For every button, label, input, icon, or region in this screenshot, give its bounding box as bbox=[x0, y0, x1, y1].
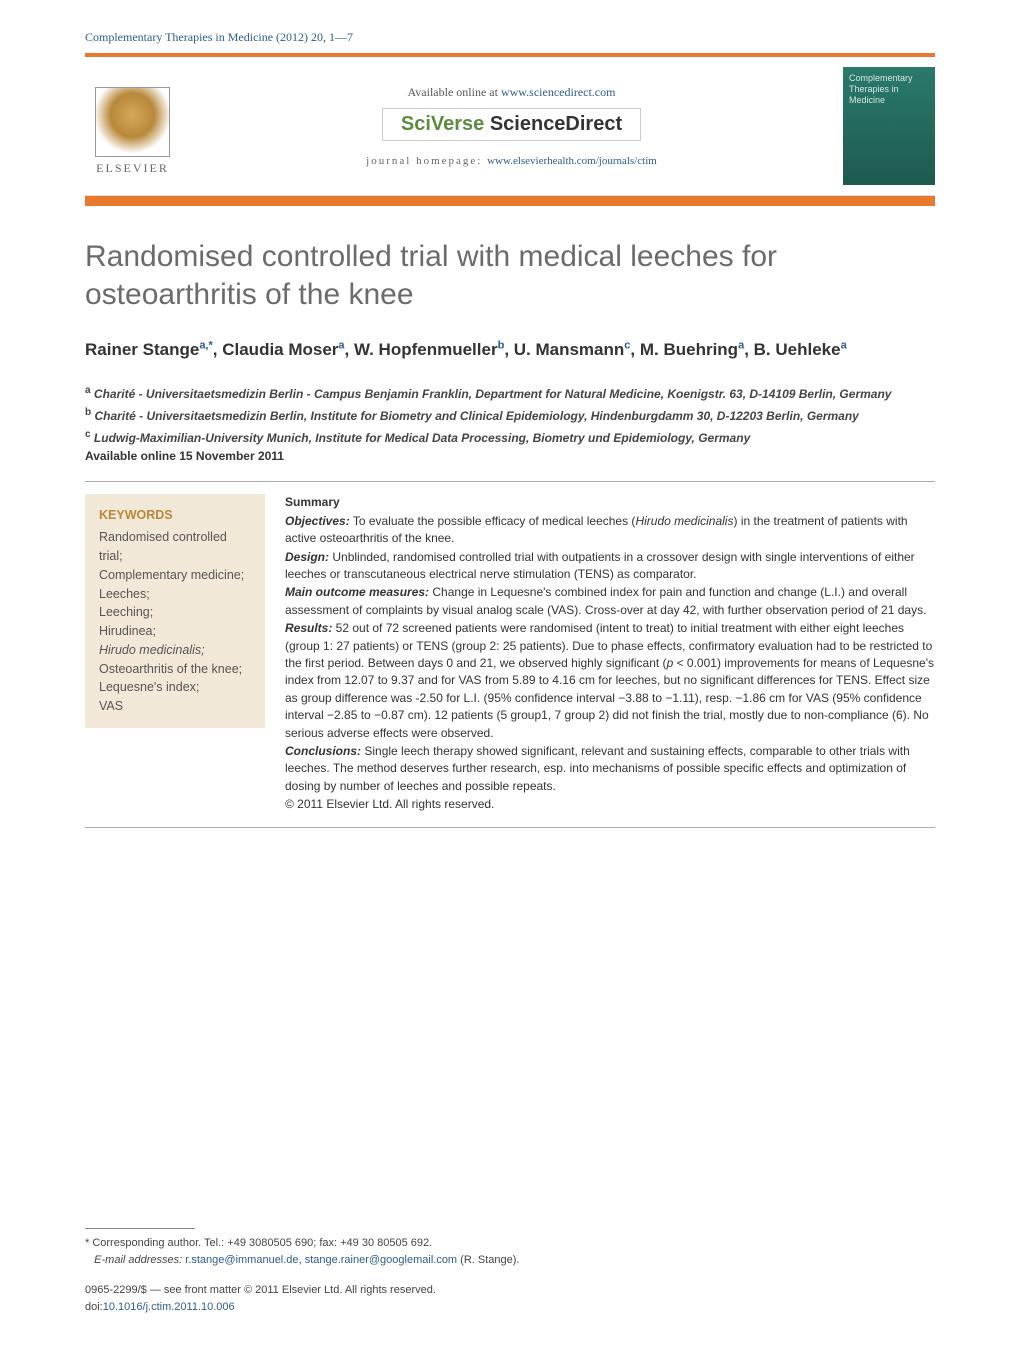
abstract-copyright: © 2011 Elsevier Ltd. All rights reserved… bbox=[285, 796, 935, 813]
keywords-abstract-row: KEYWORDS Randomised controlled trial;Com… bbox=[85, 481, 935, 828]
available-online-text: Available online at bbox=[408, 85, 501, 99]
footer-notes: * Corresponding author. Tel.: +49 308050… bbox=[85, 1228, 935, 1315]
sciencedirect-link[interactable]: www.sciencedirect.com bbox=[501, 85, 616, 99]
abstract-box: Summary Objectives: To evaluate the poss… bbox=[285, 494, 935, 815]
affiliation-b: b Charité - Universitaetsmedizin Berlin,… bbox=[85, 405, 935, 425]
elsevier-logo: ELSEVIER bbox=[85, 76, 180, 176]
publisher-header: ELSEVIER Available online at www.science… bbox=[85, 57, 935, 196]
doi-line: doi:10.1016/j.ctim.2011.10.006 bbox=[85, 1299, 935, 1316]
abstract-conclusions: Conclusions: Single leech therapy showed… bbox=[285, 743, 935, 795]
sciverse-text: SciVerse ScienceDirect bbox=[401, 113, 622, 135]
email-link-2[interactable]: stange.rainer@googlemail.com bbox=[305, 1254, 457, 1266]
summary-heading: Summary bbox=[285, 494, 935, 511]
abstract-outcomes: Main outcome measures: Change in Lequesn… bbox=[285, 584, 935, 619]
keywords-list: Randomised controlled trial;Complementar… bbox=[99, 528, 251, 716]
footer-divider bbox=[85, 1228, 195, 1229]
affiliation-c: c Ludwig-Maximilian-University Munich, I… bbox=[85, 427, 935, 447]
elsevier-label: ELSEVIER bbox=[96, 161, 169, 176]
email-line: E-mail addresses: r.stange@immanuel.de, … bbox=[85, 1252, 935, 1269]
available-online-line: Available online at www.sciencedirect.co… bbox=[180, 85, 843, 100]
issn-line: 0965-2299/$ — see front matter © 2011 El… bbox=[85, 1282, 935, 1299]
affiliation-a: a Charité - Universitaetsmedizin Berlin … bbox=[85, 383, 935, 403]
header-center: Available online at www.sciencedirect.co… bbox=[180, 85, 843, 167]
journal-reference: Complementary Therapies in Medicine (201… bbox=[85, 30, 935, 45]
keywords-box: KEYWORDS Randomised controlled trial;Com… bbox=[85, 494, 265, 728]
available-online-date: Available online 15 November 2011 bbox=[85, 449, 935, 463]
journal-homepage-link[interactable]: www.elsevierhealth.com/journals/ctim bbox=[487, 155, 657, 167]
homepage-label: journal homepage: bbox=[366, 155, 487, 167]
article-title: Randomised controlled trial with medical… bbox=[85, 238, 935, 313]
bottom-orange-rule bbox=[85, 196, 935, 206]
keywords-heading: KEYWORDS bbox=[99, 506, 251, 525]
email-link-1[interactable]: r.stange@immanuel.de bbox=[185, 1254, 298, 1266]
abstract-design: Design: Unblinded, randomised controlled… bbox=[285, 549, 935, 584]
elsevier-tree-icon bbox=[95, 87, 170, 157]
abstract-objectives: Objectives: To evaluate the possible eff… bbox=[285, 513, 935, 548]
author-list: Rainer Stangea,*, Claudia Mosera, W. Hop… bbox=[85, 337, 935, 363]
corresponding-author: * Corresponding author. Tel.: +49 308050… bbox=[85, 1235, 935, 1252]
journal-homepage-line: journal homepage: www.elsevierhealth.com… bbox=[180, 155, 843, 167]
journal-cover-thumbnail: Complementary Therapies in Medicine bbox=[843, 67, 935, 185]
sciverse-badge: SciVerse ScienceDirect bbox=[382, 108, 641, 141]
abstract-results: Results: 52 out of 72 screened patients … bbox=[285, 620, 935, 742]
doi-link[interactable]: 10.1016/j.ctim.2011.10.006 bbox=[103, 1301, 235, 1313]
